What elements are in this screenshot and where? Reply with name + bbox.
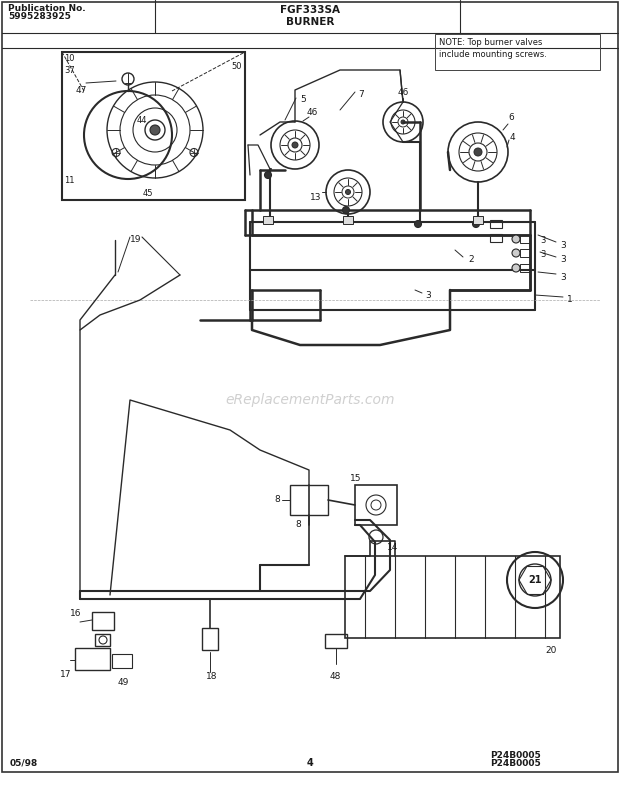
Text: 3: 3 xyxy=(560,255,565,265)
Bar xyxy=(490,234,502,242)
Text: 16: 16 xyxy=(70,609,81,618)
Text: 45: 45 xyxy=(143,189,154,198)
Circle shape xyxy=(265,171,272,179)
Text: 21: 21 xyxy=(528,575,542,585)
Circle shape xyxy=(150,125,160,135)
Text: 14: 14 xyxy=(387,543,399,552)
Text: 50: 50 xyxy=(231,62,242,71)
Text: 17: 17 xyxy=(60,670,71,679)
Text: 3: 3 xyxy=(425,291,431,299)
Circle shape xyxy=(345,190,350,194)
Text: Publication No.: Publication No. xyxy=(8,4,86,13)
Circle shape xyxy=(401,120,405,124)
Circle shape xyxy=(342,206,350,213)
Text: 20: 20 xyxy=(545,646,556,655)
Bar xyxy=(520,264,530,272)
Text: 37: 37 xyxy=(64,66,75,75)
Circle shape xyxy=(415,220,422,228)
Text: 3: 3 xyxy=(560,240,565,250)
Circle shape xyxy=(512,264,520,272)
Text: FGF333SA: FGF333SA xyxy=(280,5,340,15)
Text: BURNER: BURNER xyxy=(286,17,334,27)
Text: 48: 48 xyxy=(330,672,342,681)
Text: 10: 10 xyxy=(64,54,74,63)
Text: 3: 3 xyxy=(560,273,565,281)
Text: P24B0005: P24B0005 xyxy=(490,751,541,760)
Text: 3: 3 xyxy=(540,250,546,259)
Bar xyxy=(490,220,502,228)
Text: 6: 6 xyxy=(508,113,514,122)
Circle shape xyxy=(292,142,298,148)
Bar xyxy=(92,612,114,630)
Circle shape xyxy=(472,220,479,228)
Bar xyxy=(95,634,110,646)
Bar xyxy=(325,634,347,648)
Text: NOTE: Top burner valves: NOTE: Top burner valves xyxy=(439,38,542,47)
Circle shape xyxy=(474,148,482,156)
Text: 46: 46 xyxy=(398,88,409,97)
Circle shape xyxy=(512,235,520,243)
Text: 05/98: 05/98 xyxy=(10,759,38,768)
Text: 49: 49 xyxy=(118,678,130,687)
Text: 5995283925: 5995283925 xyxy=(8,12,71,21)
Text: 44: 44 xyxy=(137,116,148,125)
Bar xyxy=(263,216,273,224)
Text: P24B0005: P24B0005 xyxy=(490,759,541,768)
Text: 13: 13 xyxy=(310,194,322,202)
Bar xyxy=(345,556,560,638)
Bar xyxy=(435,34,600,70)
Text: 46: 46 xyxy=(307,108,319,117)
Text: include mounting screws.: include mounting screws. xyxy=(439,50,547,59)
Bar xyxy=(520,249,530,257)
Text: 18: 18 xyxy=(206,672,218,681)
Text: 8: 8 xyxy=(274,495,280,505)
Text: 1: 1 xyxy=(567,295,573,304)
Bar xyxy=(75,648,110,670)
Text: 7: 7 xyxy=(358,90,364,99)
Text: 4: 4 xyxy=(510,133,516,141)
Bar xyxy=(112,654,132,668)
Text: 8: 8 xyxy=(295,520,301,529)
Bar xyxy=(202,628,218,650)
Circle shape xyxy=(512,249,520,257)
Text: 47: 47 xyxy=(76,86,87,95)
Text: 5: 5 xyxy=(300,95,306,104)
Bar xyxy=(290,485,328,515)
Bar xyxy=(355,485,397,525)
Text: eReplacementParts.com: eReplacementParts.com xyxy=(225,393,395,407)
Bar xyxy=(520,235,530,243)
Text: 3: 3 xyxy=(540,236,546,245)
Text: 11: 11 xyxy=(64,176,74,185)
Text: 4: 4 xyxy=(307,758,313,768)
Text: 15: 15 xyxy=(350,474,361,483)
Bar xyxy=(62,52,245,200)
Text: 2: 2 xyxy=(468,255,474,265)
Bar xyxy=(473,216,483,224)
Text: 19: 19 xyxy=(130,235,141,244)
Bar xyxy=(343,216,353,224)
